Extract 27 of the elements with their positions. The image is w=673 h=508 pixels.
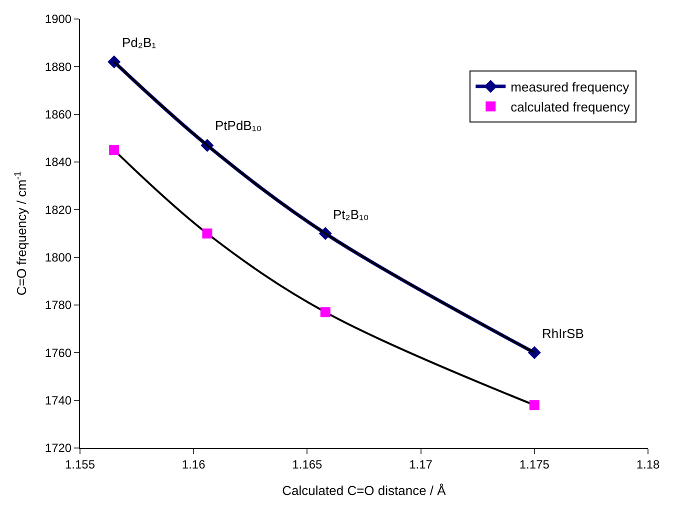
legend-label: measured frequency [510,80,630,94]
y-tick-label: 1860 [44,108,72,122]
annotation: Pd₂B₁ [122,35,157,50]
point [320,307,330,318]
point [202,228,212,238]
legend-label: calculated frequency [510,99,630,114]
y-tick-label: 1740 [44,394,72,408]
y-tick-label: 1820 [44,202,72,217]
point [109,145,120,156]
x-tick-label: 1.18 [636,457,660,472]
x-tick-label: 1.165 [292,457,323,472]
annotation: RhIrSB [542,326,584,341]
y-tick-label: 1900 [44,12,72,26]
y-tick-label: 1840 [44,155,72,170]
x-tick-label: 1.155 [64,457,96,472]
y-tick-label: 1760 [44,346,72,360]
y-tick-label: 1880 [44,60,72,74]
y-tick-label: 1800 [44,250,72,265]
annotation: Pt₂B₁₀ [333,207,369,222]
x-tick-label: 1.17 [409,457,433,472]
x-tick-label: 1.175 [519,457,550,472]
x-axis-title: Calculated C=O distance / Å [282,483,446,498]
y-tick-label: 1720 [44,441,72,456]
annotation: PtPdB₁₀ [215,118,262,133]
y-tick-label: 1780 [44,298,72,312]
x-tick-label: 1.16 [182,457,206,472]
point [529,400,540,410]
